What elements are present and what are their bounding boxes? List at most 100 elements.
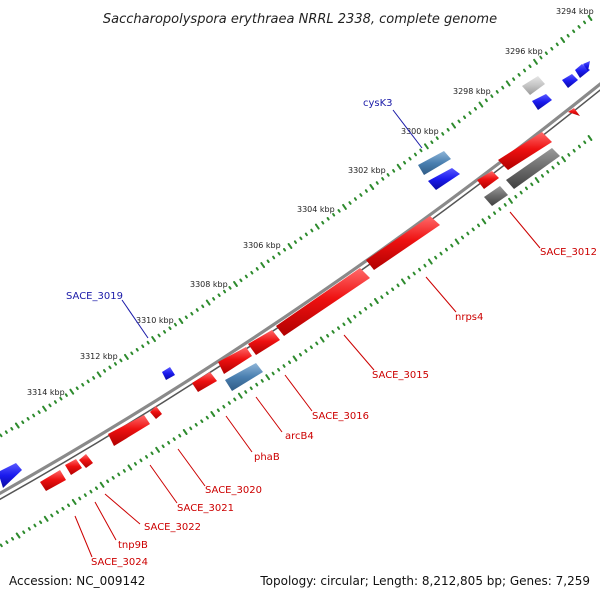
feature-blue-outer-1[interactable]: [532, 94, 552, 110]
inner-ring-tick: [145, 455, 149, 459]
outer-ring-tick: [0, 433, 3, 438]
outer-ring-tick: [342, 203, 347, 210]
inner-ring-tick: [122, 469, 126, 473]
inner-ring-tick: [583, 140, 587, 145]
feature-sace3020[interactable]: [192, 372, 217, 392]
feature-grey-inner-1[interactable]: [506, 148, 560, 189]
inner-ring-tick: [33, 523, 37, 528]
label-sace3020[interactable]: SACE_3020: [205, 485, 262, 496]
inner-ring-tick: [233, 397, 237, 402]
inner-ring-tick: [155, 446, 160, 453]
outer-ring-tick: [42, 405, 47, 412]
inner-ring-tick: [337, 326, 341, 330]
inner-ring-tick: [587, 135, 593, 141]
inner-ring-tick: [83, 493, 87, 497]
outer-ring-tick: [555, 42, 559, 47]
feature-sace3012[interactable]: [498, 132, 552, 170]
outer-ring-tick: [484, 98, 488, 103]
outer-ring-tick: [392, 169, 396, 173]
outer-ring-tick: [463, 115, 467, 119]
inner-ring-tick: [106, 479, 110, 484]
outer-ring-tick: [195, 308, 199, 312]
inner-ring-tick: [99, 481, 105, 488]
feature-sace3019[interactable]: [162, 367, 175, 380]
inner-ring-tick: [319, 336, 325, 343]
leader-tnp9b: [94, 501, 117, 541]
label-sace3021[interactable]: SACE_3021: [177, 503, 234, 514]
feature-sace3015[interactable]: [276, 268, 370, 336]
feature-blue-outer-2[interactable]: [562, 74, 578, 88]
outer-ring-tick: [283, 248, 287, 252]
inner-ring-tick: [94, 486, 99, 490]
inner-ring-tick: [260, 379, 264, 383]
inner-ring-tick: [161, 444, 165, 449]
label-nrps4[interactable]: nrps4: [455, 312, 483, 323]
label-sace3024[interactable]: SACE_3024: [91, 557, 148, 568]
inner-ring-tick: [374, 298, 379, 304]
outer-ring-tick: [435, 136, 439, 140]
outer-ring-tick: [287, 243, 293, 249]
feature-arcb4[interactable]: [225, 363, 263, 391]
outer-ring-tick: [228, 286, 232, 290]
outer-ring-tick: [53, 400, 57, 404]
inner-track-features: [40, 108, 580, 491]
outer-ring-tick: [151, 336, 156, 343]
inner-ring-tick: [15, 532, 21, 539]
label-arcb4[interactable]: arcB4: [285, 431, 314, 442]
tick-3308: 3308 kbp: [190, 280, 228, 289]
feature-sace3021[interactable]: [150, 406, 162, 419]
inner-ring-tick: [39, 520, 43, 524]
inner-ring-tick: [551, 165, 555, 170]
outer-ring-tick: [212, 297, 216, 301]
feature-grey-inner-2[interactable]: [484, 186, 508, 206]
feature-blue-left-edge[interactable]: [0, 463, 22, 488]
inner-ring-tick: [0, 543, 3, 548]
feature-sace3022[interactable]: [108, 415, 150, 446]
label-sace3019[interactable]: SACE_3019: [66, 291, 123, 302]
outer-ring-tick: [173, 322, 177, 327]
label-sace3022[interactable]: SACE_3022: [144, 522, 201, 533]
feature-tnp9b[interactable]: [79, 454, 93, 468]
inner-ring-tick: [444, 247, 448, 252]
inner-ring-tick: [418, 267, 422, 272]
feature-cysk3[interactable]: [418, 151, 451, 175]
inner-ring-tick: [423, 263, 427, 268]
label-sace3016[interactable]: SACE_3016: [312, 411, 369, 422]
label-sace3015[interactable]: SACE_3015: [372, 370, 429, 381]
feature-red-small-2[interactable]: [65, 459, 82, 475]
inner-ring-tick: [111, 476, 115, 480]
inner-ring-tick: [298, 352, 302, 357]
outer-ring-tick: [146, 340, 150, 345]
feature-blue-cysk3-neighbor[interactable]: [428, 168, 460, 190]
feature-sace3016[interactable]: [248, 330, 280, 355]
feature-red-small-topright[interactable]: [568, 108, 580, 116]
outer-ring-tick: [299, 236, 303, 241]
inner-ring-tick: [150, 451, 154, 456]
feature-nrps4[interactable]: [366, 216, 440, 270]
label-phab[interactable]: phaB: [254, 452, 280, 463]
feature-sace3024[interactable]: [40, 470, 66, 491]
feature-blue-outer-4[interactable]: [583, 61, 590, 71]
inner-ring-tick: [71, 498, 77, 505]
inner-ring-tick: [556, 161, 560, 166]
feature-phab[interactable]: [218, 347, 252, 374]
inner-ring-tick: [282, 364, 286, 368]
inner-ring-tick: [477, 223, 481, 228]
tick-3314: 3314 kbp: [27, 388, 65, 397]
feature-red-inner-1[interactable]: [477, 171, 499, 189]
inner-ring-tick: [222, 404, 226, 409]
label-tnp9b[interactable]: tnp9B: [118, 540, 148, 551]
label-cysk3[interactable]: cysK3: [363, 98, 393, 109]
inner-ring-tick: [380, 295, 384, 299]
outer-ring-tick: [550, 47, 554, 51]
outer-ring-tick: [386, 173, 390, 177]
inner-ring-tick: [67, 503, 71, 508]
feature-grey-outer[interactable]: [522, 76, 545, 95]
inner-ring-tick: [50, 513, 54, 518]
outer-ring-tick: [517, 73, 521, 77]
inner-ring-tick: [315, 341, 319, 346]
outer-ring-tick: [523, 68, 527, 73]
outer-ring-tick: [217, 293, 221, 297]
inner-ring-tick: [210, 411, 216, 417]
label-sace3012[interactable]: SACE_3012: [540, 247, 597, 258]
